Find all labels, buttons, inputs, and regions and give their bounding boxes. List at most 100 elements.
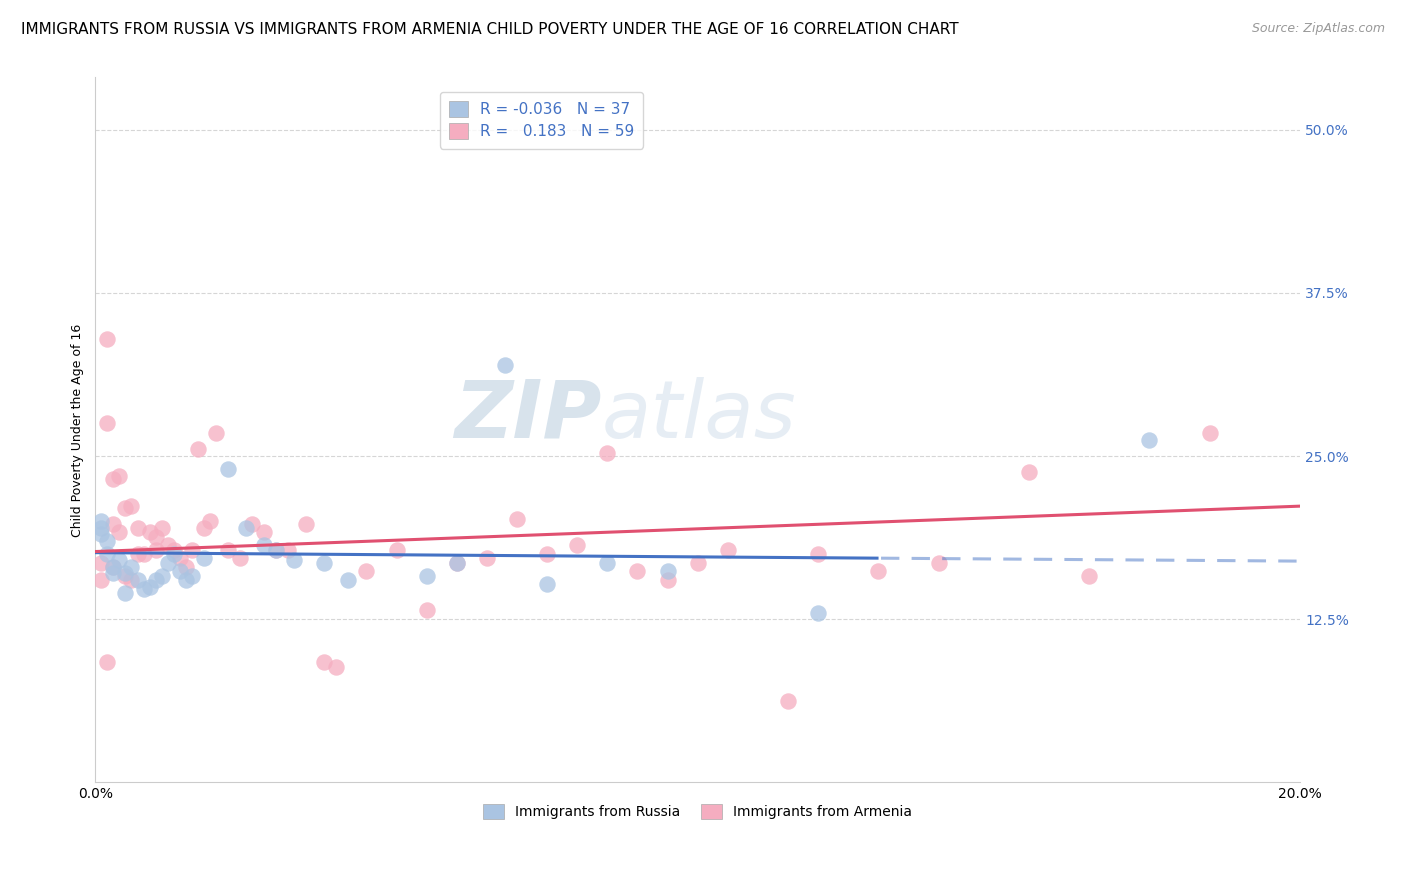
Point [385, 543, 408, 558]
Point [567, 538, 589, 552]
Point [96, 332, 118, 346]
Point [145, 543, 167, 558]
Point [235, 521, 257, 535]
Point [264, 543, 287, 558]
Point [475, 550, 498, 565]
Legend: Immigrants from Russia, Immigrants from Armenia: Immigrants from Russia, Immigrants from … [478, 799, 918, 825]
Point [446, 556, 468, 570]
Point [626, 564, 648, 578]
Point [415, 603, 437, 617]
Point [415, 569, 437, 583]
Point [156, 538, 179, 552]
Text: atlas: atlas [602, 376, 796, 455]
Point [163, 543, 186, 558]
Point [325, 660, 347, 674]
Point [253, 538, 276, 552]
Point [1139, 434, 1161, 448]
Point [96, 533, 118, 548]
Point [314, 655, 336, 669]
Text: Source: ZipAtlas.com: Source: ZipAtlas.com [1251, 22, 1385, 36]
Point [807, 547, 830, 561]
Point [108, 468, 131, 483]
Point [121, 573, 143, 587]
Text: ZIP: ZIP [454, 376, 602, 455]
Point [314, 556, 336, 570]
Point [132, 582, 155, 596]
Point [163, 547, 186, 561]
Point [127, 573, 149, 587]
Point [90, 573, 112, 587]
Point [596, 446, 619, 460]
Point [1078, 569, 1101, 583]
Point [90, 521, 112, 535]
Point [337, 573, 360, 587]
Point [1198, 425, 1220, 440]
Point [114, 566, 136, 581]
Point [169, 550, 191, 565]
Point [187, 442, 209, 457]
Point [169, 564, 191, 578]
Point [96, 417, 118, 431]
Point [103, 473, 125, 487]
Point [114, 586, 136, 600]
Point [90, 514, 112, 528]
Point [145, 530, 167, 544]
Point [145, 573, 167, 587]
Point [121, 499, 143, 513]
Point [150, 521, 173, 535]
Point [108, 524, 131, 539]
Point [114, 569, 136, 583]
Point [193, 550, 215, 565]
Point [264, 543, 287, 558]
Point [217, 462, 239, 476]
Point [1018, 465, 1040, 479]
Point [180, 569, 202, 583]
Point [295, 516, 318, 531]
Point [283, 553, 305, 567]
Point [121, 560, 143, 574]
Point [174, 573, 197, 587]
Point [127, 521, 149, 535]
Point [778, 694, 800, 708]
Point [198, 514, 221, 528]
Point [132, 547, 155, 561]
Point [217, 543, 239, 558]
Point [103, 560, 125, 574]
Text: IMMIGRANTS FROM RUSSIA VS IMMIGRANTS FROM ARMENIA CHILD POVERTY UNDER THE AGE OF: IMMIGRANTS FROM RUSSIA VS IMMIGRANTS FRO… [21, 22, 959, 37]
Point [928, 556, 950, 570]
Point [180, 543, 202, 558]
Point [138, 580, 160, 594]
Point [108, 553, 131, 567]
Point [150, 569, 173, 583]
Point [536, 577, 558, 591]
Point [96, 547, 118, 561]
Point [686, 556, 709, 570]
Point [253, 524, 276, 539]
Point [103, 516, 125, 531]
Point [657, 564, 679, 578]
Y-axis label: Child Poverty Under the Age of 16: Child Poverty Under the Age of 16 [72, 323, 84, 536]
Point [103, 566, 125, 581]
Point [494, 358, 516, 372]
Point [536, 547, 558, 561]
Point [717, 543, 740, 558]
Point [356, 564, 378, 578]
Point [96, 655, 118, 669]
Point [506, 511, 529, 525]
Point [90, 556, 112, 570]
Point [446, 556, 468, 570]
Point [127, 547, 149, 561]
Point [277, 543, 299, 558]
Point [156, 556, 179, 570]
Point [138, 524, 160, 539]
Point [90, 527, 112, 541]
Point [193, 521, 215, 535]
Point [596, 556, 619, 570]
Point [807, 606, 830, 620]
Point [103, 560, 125, 574]
Point [240, 516, 263, 531]
Point [657, 573, 679, 587]
Point [868, 564, 890, 578]
Point [229, 550, 252, 565]
Point [174, 560, 197, 574]
